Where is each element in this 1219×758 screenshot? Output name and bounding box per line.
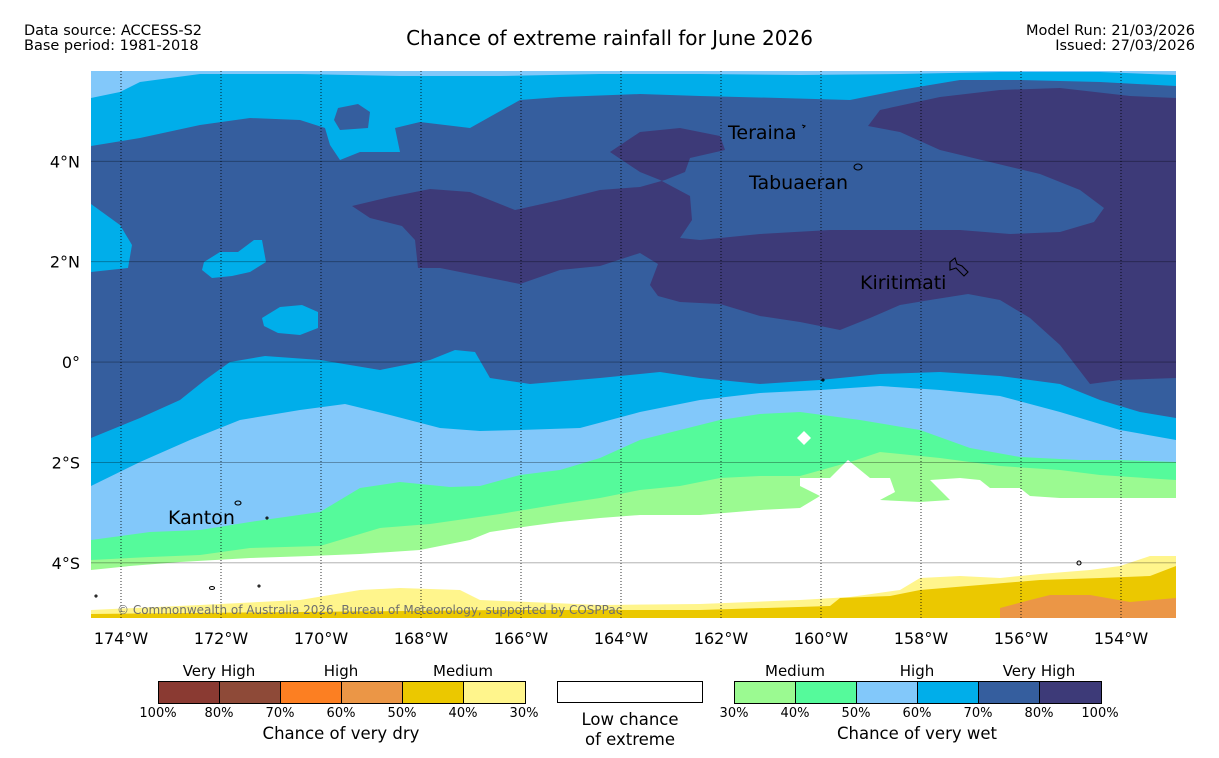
- wet-swatch: [857, 682, 918, 703]
- low-chance-line1: Low chance: [581, 710, 679, 729]
- wet-cat-medium: Medium: [765, 662, 825, 680]
- header-right: Model Run: 21/03/2026 Issued: 27/03/2026: [1026, 24, 1195, 54]
- y-tick-label: 2°S: [52, 453, 80, 472]
- x-tick-label: 158°W: [894, 629, 949, 648]
- wet-cat-very-high: Very High: [1002, 662, 1076, 680]
- place-label-tabuaeran: Tabuaeran: [749, 172, 849, 194]
- wet-tick-label: 80%: [1024, 706, 1054, 721]
- wet-swatch: [796, 682, 857, 703]
- wet-tick-label: 70%: [963, 706, 993, 721]
- dry-swatch: [220, 682, 281, 703]
- dry-tick-label: 30%: [509, 706, 539, 721]
- y-tick-label: 4°N: [50, 152, 80, 171]
- island-kiritimati: [949, 257, 969, 277]
- y-tick-label: 0°: [62, 353, 80, 372]
- dry-swatch: [403, 682, 464, 703]
- dry-swatch: [464, 682, 525, 703]
- zone-high-left: [91, 204, 132, 272]
- x-tick-label: 168°W: [394, 629, 449, 648]
- chart-title: Chance of extreme rainfall for June 2026: [406, 26, 813, 50]
- wet-swatch: [979, 682, 1040, 703]
- zone-high-topedge: [91, 71, 1176, 98]
- wet-swatch: [918, 682, 979, 703]
- place-label-kiritimati: Kiritimati: [860, 272, 947, 294]
- wet-tick-label: 60%: [902, 706, 932, 721]
- island-kanton: [234, 500, 242, 506]
- dry-tick-label: 80%: [204, 706, 234, 721]
- wet-caption: Chance of very wet: [837, 724, 997, 743]
- wet-colorbar: [734, 681, 1102, 704]
- dry-tick-label: 70%: [265, 706, 295, 721]
- island-tabuaeran: [853, 163, 863, 171]
- dry-cat-very-high: Very High: [182, 662, 256, 680]
- dry-tick-label: 40%: [448, 706, 478, 721]
- wet-tick-label: 50%: [841, 706, 871, 721]
- base-period: Base period: 1981-2018: [24, 38, 199, 54]
- x-tick-label: 162°W: [694, 629, 749, 648]
- x-tick-label: 156°W: [994, 629, 1049, 648]
- low-chance-label: Low chance of extreme: [581, 710, 678, 750]
- place-label-teraina: Teraina: [728, 122, 797, 144]
- x-tick-label: 154°W: [1094, 629, 1149, 648]
- y-tick-label: 4°S: [52, 554, 80, 573]
- dry-tick-label: 60%: [326, 706, 356, 721]
- map-gridlines: [91, 71, 1176, 618]
- y-tick-label: 2°N: [50, 253, 80, 272]
- dry-caption: Chance of very dry: [262, 724, 420, 743]
- low-chance-swatch: [557, 681, 703, 703]
- zone-high-patch2: [262, 305, 318, 335]
- place-label-kanton: Kanton: [168, 507, 235, 529]
- wet-swatch: [1040, 682, 1101, 703]
- island-small-3: [257, 584, 261, 588]
- low-chance-line2: of extreme: [584, 730, 676, 749]
- island-small-6: [821, 378, 825, 382]
- dry-swatch: [342, 682, 403, 703]
- wet-swatch: [735, 682, 796, 703]
- dry-cat-high: High: [323, 662, 359, 680]
- x-tick-label: 172°W: [194, 629, 249, 648]
- header-left: Data source: ACCESS-S2 Base period: 1981…: [24, 24, 202, 54]
- zone-dry-50-60: [1000, 595, 1176, 618]
- dry-colorbar: [158, 681, 526, 704]
- wet-tick-label: 30%: [719, 706, 749, 721]
- data-source: Data source: ACCESS-S2: [24, 23, 203, 39]
- zone-low-chance: [91, 460, 1176, 618]
- zone-low-diamond: [797, 431, 811, 445]
- copyright-notice: © Commonwealth of Australia 2026, Bureau…: [117, 603, 623, 617]
- zone-very-wet-core: [352, 88, 1176, 384]
- wet-cat-high: High: [899, 662, 935, 680]
- wet-tick-label: 100%: [1081, 706, 1119, 721]
- zone-very-wet-islet: [334, 104, 370, 130]
- zone-high-patch1: [202, 240, 266, 278]
- island-small-4: [1076, 560, 1082, 566]
- island-teraina: [801, 124, 807, 129]
- dry-swatch: [281, 682, 342, 703]
- x-tick-label: 160°W: [794, 629, 849, 648]
- wet-tick-label: 40%: [780, 706, 810, 721]
- dry-tick-label: 50%: [387, 706, 417, 721]
- dry-tick-label: 100%: [139, 706, 177, 721]
- dry-swatch: [159, 682, 220, 703]
- x-tick-label: 170°W: [294, 629, 349, 648]
- island-small-2: [208, 585, 216, 591]
- dry-cat-medium: Medium: [433, 662, 493, 680]
- x-tick-label: 164°W: [594, 629, 649, 648]
- island-small-5: [94, 594, 98, 598]
- model-run: Model Run: 21/03/2026: [1025, 23, 1195, 39]
- zone-dry-40-50: [91, 566, 1176, 618]
- x-tick-label: 174°W: [94, 629, 149, 648]
- x-tick-label: 166°W: [494, 629, 549, 648]
- issued-date: Issued: 27/03/2026: [1055, 38, 1195, 54]
- zone-high-top: [91, 71, 1176, 160]
- island-small-1: [265, 516, 269, 520]
- zone-medium-patch: [226, 426, 250, 466]
